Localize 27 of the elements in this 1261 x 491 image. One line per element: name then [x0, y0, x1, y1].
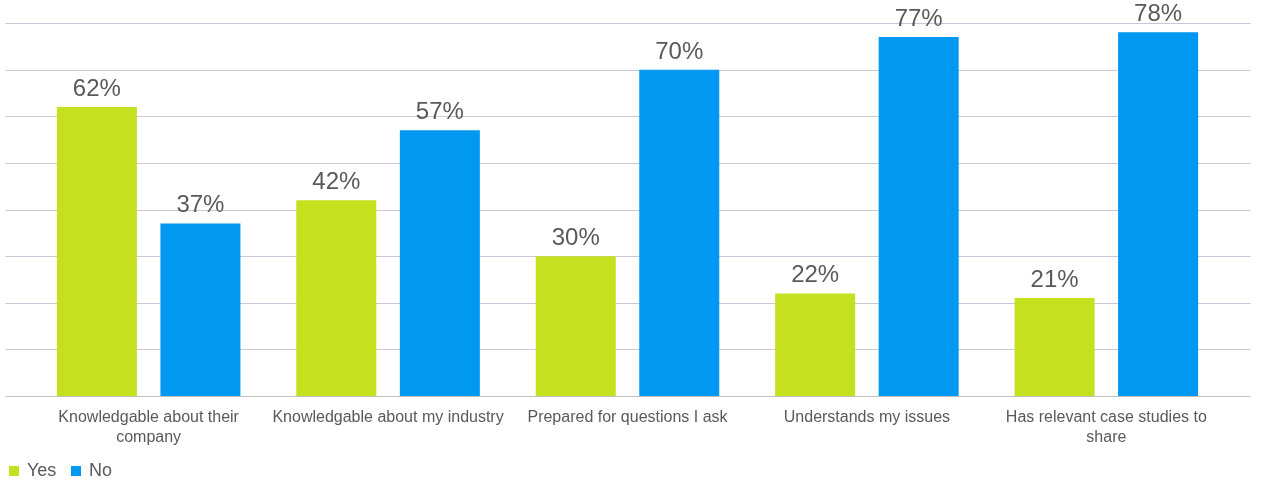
data-label: 70% [655, 36, 704, 64]
bar [1014, 298, 1095, 396]
data-label: 77% [894, 3, 943, 31]
x-tick-label: Prepared for questions I ask [527, 407, 729, 425]
legend-label: No [89, 460, 113, 480]
data-label: 42% [312, 167, 361, 195]
data-label: 30% [551, 223, 600, 251]
bar [639, 69, 720, 396]
data-label: 22% [791, 260, 840, 288]
bar [878, 36, 959, 396]
bar [56, 106, 137, 396]
bar [296, 200, 377, 396]
x-tick-label: Understands my issues [783, 407, 951, 425]
data-label: 78% [1134, 0, 1183, 27]
x-tick-label: Knowledgable about their company [58, 407, 240, 445]
x-tick-label: Has relevant case studies to share [1005, 407, 1207, 445]
legend-label: Yes [27, 460, 57, 480]
bar [535, 256, 616, 396]
bar [399, 130, 480, 396]
data-label: 62% [72, 73, 121, 101]
bar [160, 223, 241, 396]
data-label: 57% [415, 97, 464, 125]
data-label: 37% [176, 190, 225, 218]
bar [1118, 32, 1199, 396]
data-label: 21% [1030, 265, 1079, 293]
x-tick-label: Knowledgable about my industry [272, 407, 504, 425]
bar [775, 293, 856, 396]
